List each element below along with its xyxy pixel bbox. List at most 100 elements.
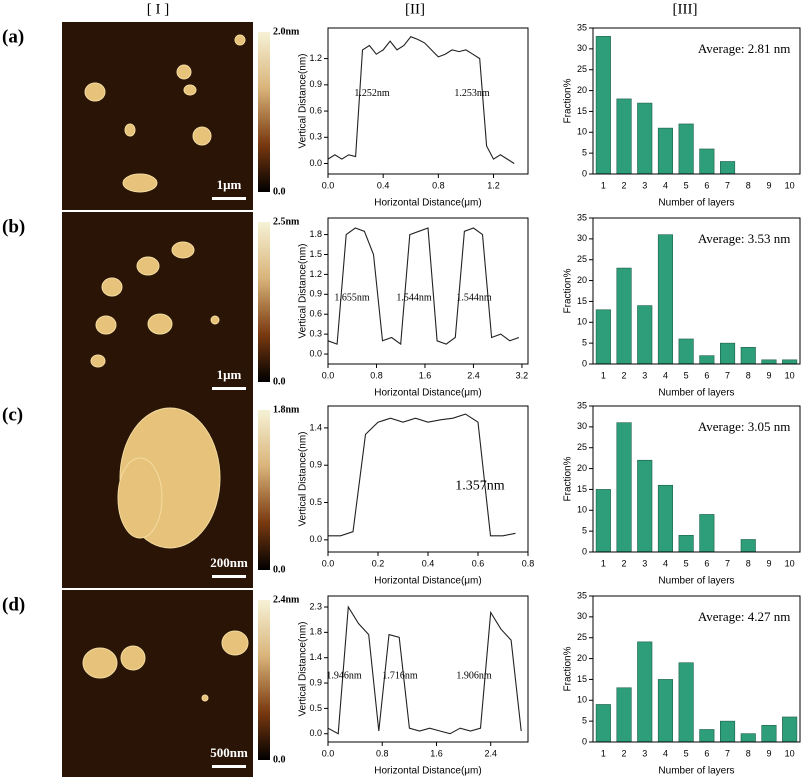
- row-label: (a): [2, 26, 24, 47]
- y-tick-label: 0.9: [309, 677, 322, 687]
- x-tick-label: 7: [725, 370, 730, 380]
- flake: [192, 126, 212, 146]
- annotation: 1.253nm: [454, 88, 490, 99]
- y-tick-label: 0.0: [309, 534, 322, 544]
- colorbar: [258, 32, 270, 192]
- row-label: (c): [2, 404, 23, 425]
- y-axis-label: Fraction%: [563, 456, 574, 501]
- y-tick-label: 15: [577, 296, 587, 306]
- bar: [595, 489, 611, 553]
- x-tick-label: 3: [642, 370, 647, 380]
- y-tick-label: 35: [577, 212, 587, 222]
- y-tick-label: 20: [577, 653, 587, 663]
- x-tick-label: 8: [746, 748, 751, 758]
- x-tick-label: 8: [746, 180, 751, 190]
- y-axis-label: Vertical Distance(nm): [298, 53, 309, 148]
- bar: [637, 641, 653, 743]
- profile-line: [328, 413, 516, 537]
- x-tick-label: 2.4: [484, 748, 497, 758]
- bar: [699, 514, 715, 553]
- plot-frame: [327, 595, 529, 743]
- x-tick-label: 5: [684, 370, 689, 380]
- y-tick-label: 35: [577, 22, 587, 32]
- x-tick-label: 9: [766, 558, 771, 568]
- x-tick-label: 0.2: [372, 558, 385, 568]
- x-tick-label: 2: [622, 558, 627, 568]
- x-tick-label: 3: [642, 558, 647, 568]
- x-tick-label: 5: [684, 558, 689, 568]
- y-tick-label: 5: [582, 148, 587, 158]
- y-tick-label: 20: [577, 85, 587, 95]
- bar: [761, 725, 777, 743]
- scale-bar: [212, 765, 246, 768]
- y-tick-label: 0.9: [309, 79, 322, 89]
- y-tick-label: 5: [582, 716, 587, 726]
- y-tick-label: 0.6: [309, 309, 322, 319]
- y-tick-label: 2.3: [309, 601, 322, 611]
- bar: [616, 98, 632, 175]
- profile-line: [327, 605, 522, 735]
- bar: [595, 36, 611, 175]
- afm-image: [62, 22, 253, 210]
- x-tick-label: 3: [642, 180, 647, 190]
- y-tick-label: 30: [577, 611, 587, 621]
- flake: [117, 457, 163, 539]
- y-tick-label: 0.0: [309, 158, 322, 168]
- y-tick-label: 0.9: [309, 289, 322, 299]
- y-tick-label: 10: [577, 695, 587, 705]
- colorbar-min: 0.0: [273, 564, 286, 575]
- x-tick-label: 2: [622, 748, 627, 758]
- x-axis-label: Number of layers: [658, 576, 734, 587]
- flake: [124, 123, 136, 137]
- y-tick-label: 20: [577, 275, 587, 285]
- row-label: (b): [2, 216, 25, 237]
- colorbar-max: 2.5nm: [273, 216, 300, 227]
- bar: [761, 359, 777, 365]
- row-label: (d): [2, 594, 25, 615]
- bar: [740, 539, 756, 553]
- x-axis-label: Number of layers: [658, 766, 734, 777]
- bar: [637, 459, 653, 553]
- x-tick-label: 4: [663, 748, 668, 758]
- flake: [221, 630, 249, 656]
- x-tick-label: 0.0: [322, 558, 335, 568]
- x-tick-label: 1: [601, 180, 606, 190]
- x-axis-label: Horizontal Distance(μm): [374, 388, 481, 399]
- y-tick-label: 0.0: [309, 348, 322, 358]
- y-tick-label: 35: [577, 400, 587, 410]
- bar: [616, 267, 632, 365]
- y-tick-label: 25: [577, 442, 587, 452]
- scale-bar-label: 500nm: [210, 745, 248, 760]
- plot-frame: [327, 27, 529, 175]
- afm-image: [62, 212, 253, 400]
- bar: [657, 484, 673, 553]
- annotation: 1.252nm: [354, 88, 390, 99]
- colorbar-min: 0.0: [273, 186, 286, 197]
- bar: [678, 123, 694, 175]
- y-axis-label: Vertical Distance(nm): [298, 621, 309, 716]
- bar: [637, 102, 653, 175]
- scale-bar-label: 200nm: [210, 555, 248, 570]
- scale-bar: [212, 387, 246, 390]
- x-axis-label: Number of layers: [658, 388, 734, 399]
- flake: [136, 256, 160, 276]
- bar: [678, 662, 694, 743]
- annotation: 1.655nm: [334, 293, 370, 304]
- profile-line: [327, 227, 520, 346]
- bar: [657, 234, 673, 365]
- plot-frame: [592, 217, 801, 365]
- annotation: Average: 4.27 nm: [698, 609, 791, 624]
- bar: [740, 733, 756, 743]
- x-tick-label: 0.4: [422, 558, 435, 568]
- x-tick-label: 2: [622, 180, 627, 190]
- x-tick-label: 10: [785, 370, 795, 380]
- x-tick-label: 5: [684, 748, 689, 758]
- bar: [782, 716, 798, 743]
- bar: [657, 679, 673, 743]
- y-tick-label: 1.8: [309, 627, 322, 637]
- bar: [637, 305, 653, 365]
- scale-bar-label: 1μm: [217, 367, 242, 382]
- x-tick-label: 1: [601, 558, 606, 568]
- bar: [616, 687, 632, 743]
